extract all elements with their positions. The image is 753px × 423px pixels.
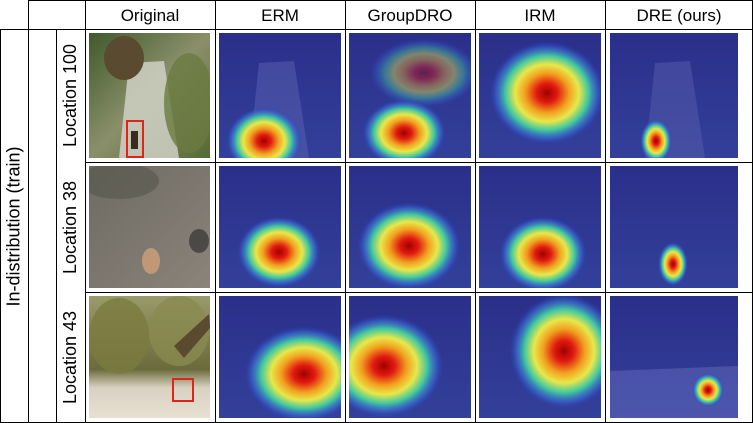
col-header-dre: DRE (ours): [636, 6, 722, 25]
image-original-location-43: [89, 296, 210, 418]
heatmap-irm-location-43: [479, 296, 601, 418]
row-label-location-43: Location 43: [60, 310, 81, 405]
heatmap-dre-location-100: [610, 33, 738, 158]
heatmap-dre-location-38: [610, 166, 738, 288]
heatmap-dre-location-43: [610, 296, 738, 418]
heatmap-erm-location-43: [219, 296, 341, 418]
heatmap-erm-location-38: [219, 166, 341, 288]
heatmap-erm-location-100: [219, 33, 341, 158]
col-header-original: Original: [120, 6, 180, 25]
col-header-erm: ERM: [261, 6, 299, 25]
heatmap-groupdro-location-43: [349, 296, 471, 418]
heatmap-groupdro-location-38: [349, 166, 471, 288]
heatmap-irm-location-100: [479, 33, 601, 158]
col-header-groupdro: GroupDRO: [367, 6, 453, 25]
row-label-location-38: Location 38: [60, 180, 81, 274]
row-label-location-100: Location 100: [60, 43, 80, 148]
col-header-irm: IRM: [524, 6, 556, 25]
image-original-location-38: [89, 166, 210, 288]
image-original-location-100: [89, 33, 210, 158]
heatmap-groupdro-location-100: [349, 33, 471, 158]
heatmap-irm-location-38: [479, 166, 601, 288]
group-label: In-distribution (train): [3, 145, 24, 307]
